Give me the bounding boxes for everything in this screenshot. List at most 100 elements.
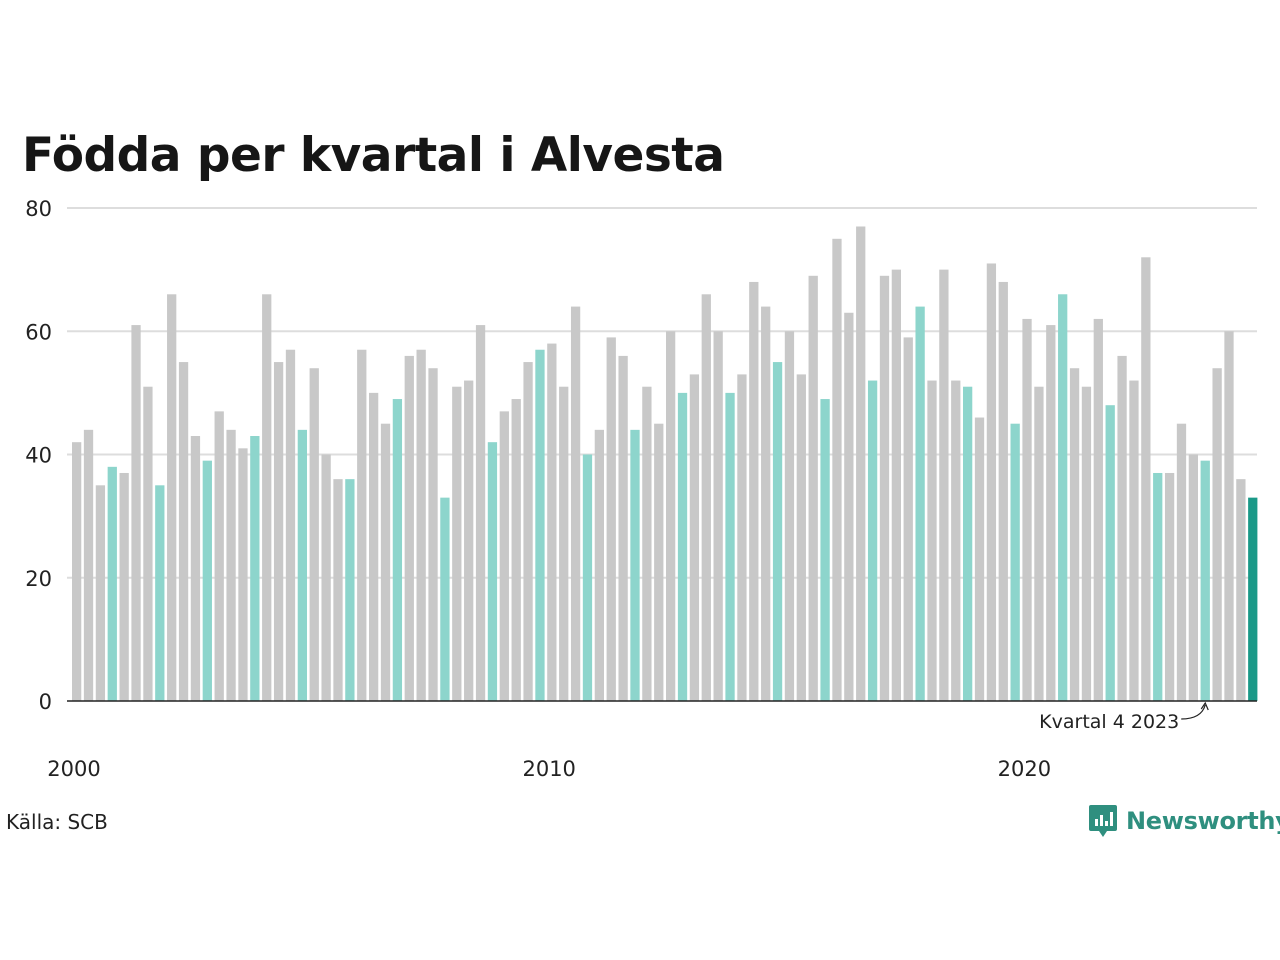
newsworthy-logo-icon xyxy=(1089,805,1117,837)
bar xyxy=(951,380,961,701)
bar xyxy=(1153,472,1163,701)
bar xyxy=(178,362,189,701)
bar xyxy=(915,306,925,701)
bar xyxy=(737,374,747,701)
bar xyxy=(963,386,973,701)
bar xyxy=(796,374,806,701)
bar xyxy=(333,479,343,701)
bar xyxy=(998,281,1008,701)
bar xyxy=(107,466,117,701)
bar xyxy=(464,380,474,701)
bar xyxy=(487,442,498,701)
bar xyxy=(749,281,759,701)
bar xyxy=(392,399,403,701)
bar xyxy=(404,355,414,701)
bar xyxy=(606,337,616,701)
bar xyxy=(1058,294,1068,701)
y-tick-label: 60 xyxy=(25,320,52,344)
bar xyxy=(784,331,795,701)
bar xyxy=(440,497,450,701)
bar xyxy=(856,226,866,702)
newsworthy-logo[interactable]: Newsworthy xyxy=(1088,804,1280,838)
bar xyxy=(570,306,581,701)
bar xyxy=(1105,405,1115,701)
bar xyxy=(72,442,82,701)
bar xyxy=(666,331,676,701)
bar xyxy=(83,429,94,701)
bar xyxy=(1081,386,1092,701)
bar xyxy=(1248,497,1258,701)
annotation: Kvartal 4 2023 xyxy=(1039,701,1209,733)
bar xyxy=(95,485,106,701)
bar xyxy=(143,386,153,701)
bar xyxy=(618,355,628,701)
bar xyxy=(701,294,711,701)
y-tick-label: 0 xyxy=(39,690,52,714)
bar xyxy=(903,337,913,701)
bar xyxy=(190,436,201,701)
annotation-label: Kvartal 4 2023 xyxy=(1039,711,1179,733)
bar xyxy=(131,325,141,701)
y-tick-label: 40 xyxy=(25,444,52,468)
bar xyxy=(974,417,985,701)
bar xyxy=(1093,318,1103,701)
bar xyxy=(273,362,284,701)
bar xyxy=(380,423,391,701)
bar xyxy=(761,306,771,701)
bar xyxy=(689,374,700,701)
bar xyxy=(927,380,937,701)
annotation-arrow xyxy=(1181,704,1206,720)
bar xyxy=(879,275,890,701)
bar xyxy=(238,448,248,701)
bar xyxy=(1046,325,1056,701)
bars xyxy=(72,226,1258,702)
bar xyxy=(309,368,319,701)
bar xyxy=(369,392,379,702)
bar xyxy=(321,454,331,701)
bar xyxy=(820,399,830,701)
bar xyxy=(511,399,521,701)
y-axis-ticks: 0 20 40 60 80 xyxy=(25,197,52,714)
bar xyxy=(155,485,165,701)
bar xyxy=(1200,460,1210,701)
bar xyxy=(297,429,307,701)
bar xyxy=(535,349,545,701)
y-tick-label: 80 xyxy=(25,197,52,221)
bar xyxy=(547,343,557,701)
bar xyxy=(939,269,949,702)
bar xyxy=(713,331,723,701)
bar xyxy=(499,411,509,701)
bar xyxy=(167,294,177,701)
brand-name: Newsworthy xyxy=(1126,807,1280,835)
bar xyxy=(1188,454,1198,701)
bar xyxy=(1010,423,1020,701)
source-label: Källa: SCB xyxy=(6,810,108,834)
bar xyxy=(832,238,842,701)
bar xyxy=(428,368,438,701)
bar xyxy=(725,392,735,702)
bar xyxy=(285,349,296,701)
bar xyxy=(1176,423,1187,701)
annotation-arrowhead xyxy=(1200,701,1209,711)
bar xyxy=(808,275,818,701)
y-tick-label: 20 xyxy=(25,567,52,591)
bar xyxy=(1034,386,1044,701)
bar xyxy=(1164,472,1175,701)
bar xyxy=(594,429,604,701)
bar xyxy=(202,460,212,701)
bar xyxy=(582,454,593,701)
bar xyxy=(250,436,260,701)
x-tick-label: 2000 xyxy=(47,757,100,781)
bar xyxy=(1069,368,1080,701)
bar xyxy=(523,362,533,701)
bar xyxy=(1224,331,1234,701)
bar xyxy=(844,312,854,701)
bar xyxy=(416,349,426,701)
bar xyxy=(654,423,664,701)
bar xyxy=(1022,318,1032,701)
bar xyxy=(772,362,783,701)
bar xyxy=(452,386,462,701)
bar xyxy=(214,411,224,701)
bar xyxy=(1212,368,1222,701)
